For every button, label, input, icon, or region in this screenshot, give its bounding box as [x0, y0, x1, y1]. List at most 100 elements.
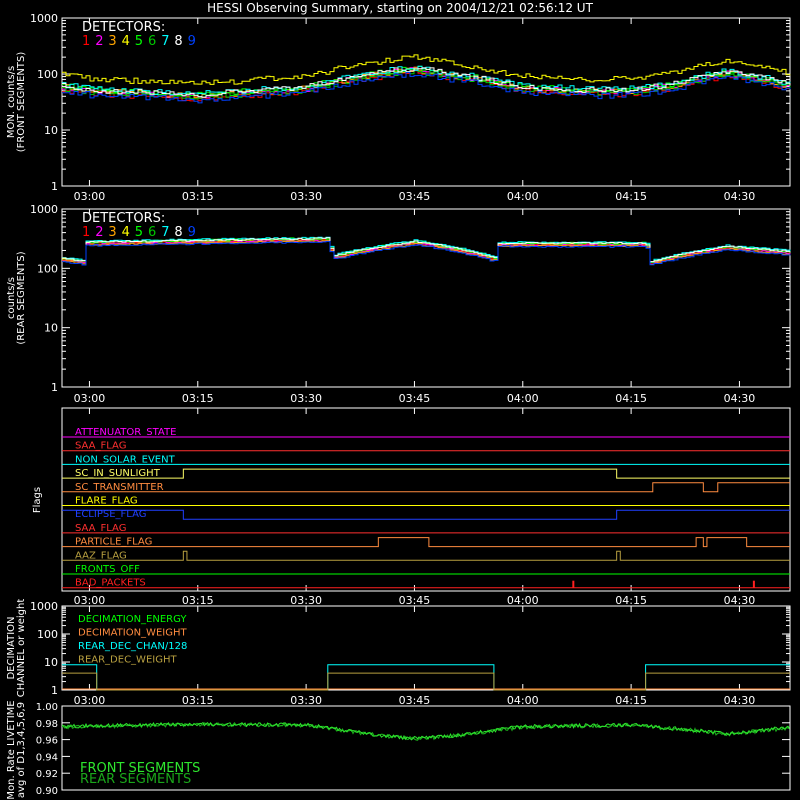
- x-tick-label: 03:00: [74, 694, 106, 707]
- decimation-ylabel-1: DECIMATION: [6, 616, 17, 679]
- x-tick-label: 04:15: [615, 392, 647, 405]
- flag-line: [62, 468, 790, 479]
- x-tick-label: 03:45: [399, 392, 431, 405]
- front-legend-number: 7: [161, 34, 169, 49]
- rear-legend-number: 8: [174, 225, 182, 240]
- front-legend-title: DETECTORS:: [82, 20, 165, 35]
- x-tick-label: 03:30: [290, 392, 322, 405]
- rear-series-line-9: [62, 240, 791, 266]
- y-tick-label: 1000: [30, 203, 58, 216]
- rear-legend-number: 1: [82, 225, 90, 240]
- flag-label: NON_SOLAR_EVENT: [75, 454, 176, 465]
- y-tick-label: 10: [44, 124, 58, 137]
- x-tick-label: 04:30: [724, 392, 756, 405]
- y-tick-label: 0.96: [36, 736, 58, 747]
- x-tick-label: 03:45: [399, 190, 431, 203]
- front-series-line-8: [62, 67, 791, 98]
- y-tick-label: 0.90: [36, 786, 58, 797]
- decimation-legend-entry: REAR_DEC_WEIGHT: [78, 655, 177, 666]
- flag-label: PARTICLE_FLAG: [75, 537, 152, 548]
- x-tick-label: 04:00: [507, 694, 539, 707]
- x-tick-label: 03:15: [182, 594, 214, 607]
- decimation-series-line: [62, 664, 790, 691]
- x-tick-label: 04:00: [507, 392, 539, 405]
- y-tick-label: 1: [51, 180, 58, 193]
- front-segments-panel: MON. counts/s (FRONT SEGMENTS) 1 10 100 100…: [6, 12, 791, 203]
- x-tick-label: 04:15: [615, 190, 647, 203]
- front-legend-number: 5: [135, 34, 143, 49]
- flag-label: ECLIPSE_FLAG: [75, 509, 146, 520]
- livetime-rear-line: [61, 721, 790, 741]
- y-tick-label: 100: [37, 68, 58, 81]
- y-tick-label: 10: [44, 656, 58, 669]
- front-panel-frame: [61, 17, 791, 187]
- y-tick-label: 1000: [30, 12, 58, 25]
- x-tick-label: 04:15: [615, 594, 647, 607]
- front-series-line-4: [62, 54, 791, 85]
- y-tick-label: 1: [51, 381, 58, 394]
- x-tick-label: 03:15: [182, 392, 214, 405]
- flag-label: FLARE_FLAG: [75, 496, 138, 507]
- x-tick-label: 03:00: [74, 190, 106, 203]
- livetime-panel-frame: [61, 705, 791, 791]
- x-tick-label: 04:30: [724, 694, 756, 707]
- y-tick-label: 1000: [30, 600, 58, 613]
- decimation-panel-frame: [61, 605, 791, 691]
- decimation-legend-entry: DECIMATION_ENERGY: [78, 614, 187, 625]
- flag-label: SAA_FLAG: [75, 523, 126, 534]
- front-legend-number: 2: [95, 34, 103, 49]
- livetime-front-line: [61, 721, 790, 741]
- flags-ylabel: Flags: [32, 487, 43, 513]
- x-tick-label: 04:15: [615, 694, 647, 707]
- rear-legend-number: 4: [122, 225, 130, 240]
- x-tick-label: 03:30: [290, 694, 322, 707]
- y-tick-label: 10: [44, 322, 58, 335]
- front-series-line-9: [62, 71, 791, 104]
- x-tick-label: 03:15: [182, 190, 214, 203]
- y-tick-label: 1: [51, 684, 58, 697]
- front-legend-number: 8: [174, 34, 182, 49]
- x-tick-label: 04:30: [724, 594, 756, 607]
- front-ylabel-2: (FRONT SEGMENTS): [16, 52, 27, 153]
- livetime-ylabel-2: avg of D1,3,4,5,6,9: [16, 702, 27, 798]
- flag-label: AAZ_FLAG: [75, 550, 127, 561]
- rear-ylabel-2: (REAR SEGMENTS): [16, 251, 27, 344]
- chart-title: HESSI Observing Summary, starting on 200…: [207, 1, 593, 15]
- front-legend-number: 1: [82, 34, 90, 49]
- y-tick-label: 100: [37, 628, 58, 641]
- front-legend-number: 3: [108, 34, 116, 49]
- x-tick-label: 04:00: [507, 594, 539, 607]
- rear-ylabel-1: counts/s: [6, 277, 17, 319]
- decimation-legend-entry: DECIMATION_WEIGHT: [78, 628, 187, 639]
- x-tick-label: 03:45: [399, 594, 431, 607]
- flag-label: ATTENUATOR_STATE: [75, 427, 176, 438]
- flag-line: [62, 537, 790, 548]
- front-legend-number: 9: [188, 34, 196, 49]
- decimation-legend-entry: REAR_DEC_CHAN/128: [78, 641, 187, 652]
- y-tick-label: 0.94: [36, 752, 58, 763]
- flag-label: SC_TRANSMITTER: [75, 482, 164, 493]
- rear-legend-title: DETECTORS:: [82, 211, 165, 226]
- front-ylabel-1: MON. counts/s: [6, 66, 17, 138]
- x-tick-label: 03:00: [74, 392, 106, 405]
- livetime-panel: Mon. Rate LIVETIME avg of D1,3,4,5,6,9 0…: [6, 700, 791, 800]
- flag-line: [62, 482, 790, 493]
- flag-label: BAD_PACKETS: [75, 578, 146, 589]
- x-tick-label: 03:45: [399, 694, 431, 707]
- x-tick-label: 03:00: [74, 594, 106, 607]
- decimation-panel: DECIMATION CHANNEL or weight 1101001000 …: [6, 599, 791, 707]
- x-tick-label: 03:30: [290, 594, 322, 607]
- flags-panel-frame: [61, 407, 791, 592]
- rear-legend-number: 7: [161, 225, 169, 240]
- rear-legend-number: 5: [135, 225, 143, 240]
- rear-legend-number: 2: [95, 225, 103, 240]
- livetime-legend-rear: REAR SEGMENTS: [80, 772, 191, 787]
- livetime-ylabel-1: Mon. Rate LIVETIME: [6, 700, 17, 799]
- decimation-ylabel-2: CHANNEL or weight: [16, 599, 27, 698]
- x-tick-label: 03:15: [182, 694, 214, 707]
- x-tick-label: 03:30: [290, 190, 322, 203]
- front-legend-number: 4: [122, 34, 130, 49]
- flag-label: SAA_FLAG: [75, 441, 126, 452]
- rear-panel-frame: [61, 208, 791, 388]
